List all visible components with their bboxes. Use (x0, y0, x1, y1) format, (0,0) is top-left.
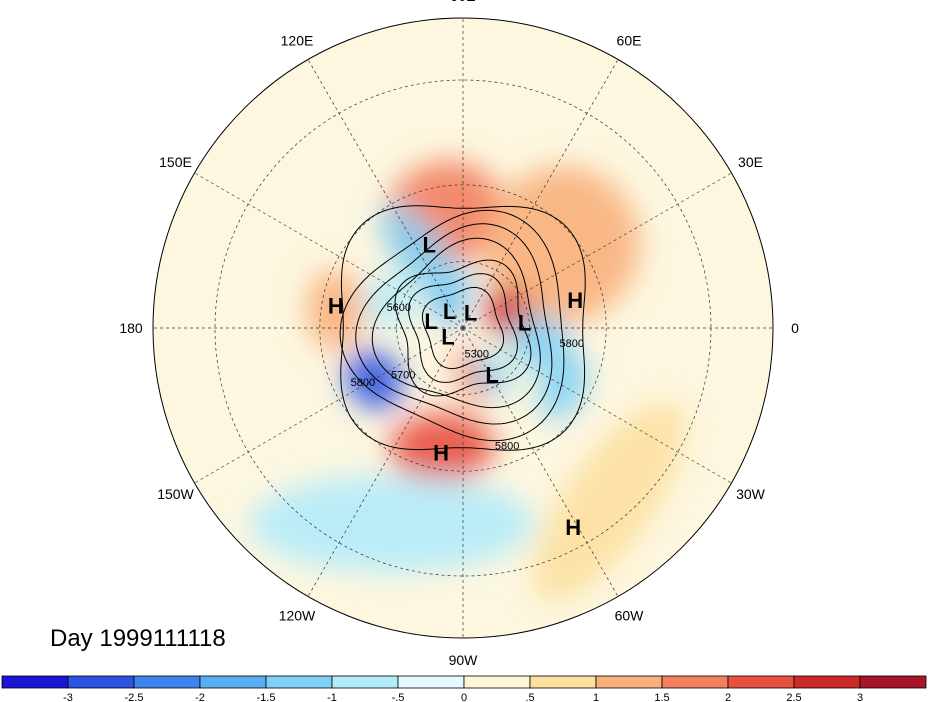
high-pressure-marker: H (328, 294, 344, 319)
longitude-label: 180 (119, 320, 143, 336)
colorbar-swatch (463, 675, 531, 689)
meridian-line (307, 59, 464, 329)
map-disk-outline (152, 17, 774, 639)
colorbar-label: -2 (195, 692, 205, 702)
longitude-label: 90E (451, 0, 476, 4)
colorbar-swatch (199, 675, 267, 689)
contour-labels: 5600 5300 5700 5800 5800 5800 (351, 302, 584, 453)
colorbar-label: 0 (461, 692, 467, 702)
low-pressure-marker: L (422, 232, 435, 257)
low-pressure-marker: L (464, 300, 477, 325)
contour-label: 5800 (495, 440, 519, 452)
longitude-label: 150E (159, 154, 192, 170)
height-contour (339, 209, 565, 442)
colorbar-label: -1 (327, 692, 337, 702)
colorbar-label: -2.5 (125, 692, 144, 702)
meridian-line (462, 59, 619, 329)
graticule (153, 18, 773, 638)
longitude-label: 60W (615, 608, 645, 624)
height-contours (339, 205, 586, 451)
anomaly-blob (483, 166, 640, 324)
contour-label: 5800 (559, 338, 583, 350)
colorbar-swatch (859, 675, 927, 689)
colorbar-label: .5 (525, 692, 534, 702)
colorbar-swatch (595, 675, 663, 689)
anomaly-blob (532, 402, 686, 602)
height-contour (421, 286, 505, 370)
meridian-line (194, 172, 464, 329)
low-pressure-marker: L (441, 325, 454, 350)
meridian-line (307, 327, 464, 597)
anomaly-blob (389, 413, 495, 482)
colorbar-swatch (331, 675, 399, 689)
low-pressure-marker: L (485, 363, 498, 388)
colorbar-swatch (661, 675, 729, 689)
anomaly-blob (474, 354, 511, 395)
colorbar-label: -1.5 (257, 692, 276, 702)
colorbar-swatch (529, 675, 597, 689)
contour-label: 5800 (351, 377, 375, 389)
meridian-line (462, 172, 732, 329)
contour-label: 5300 (465, 349, 489, 361)
height-contour (371, 237, 541, 409)
anomaly-blob (425, 269, 474, 314)
colorbar: -3 -2.5 -2 -1.5 -1 -.5 0 .5 1 1.5 2 2.5 3 (1, 675, 927, 702)
colorbar-label: 3 (857, 692, 863, 702)
colorbar-label: 2.5 (786, 692, 801, 702)
colorbar-label: 2 (725, 692, 731, 702)
colorbar-swatch (265, 675, 333, 689)
colorbar-swatch (727, 675, 795, 689)
low-pressure-marker: L (443, 299, 456, 324)
longitude-label: 30W (736, 486, 766, 502)
height-contour (408, 273, 518, 383)
colorbar-label: 1.5 (654, 692, 669, 702)
map-title: Day 1999111118 (50, 625, 226, 652)
contour-label: 5700 (391, 369, 415, 381)
colorbar-swatch (397, 675, 465, 689)
high-pressure-marker: H (565, 515, 581, 540)
anomaly-blob (249, 474, 535, 573)
anomaly-blob (306, 269, 365, 351)
longitude-label: 150W (157, 486, 194, 502)
colorbar-swatch (133, 675, 201, 689)
anomaly-blob (364, 274, 415, 329)
colorbar-label: -.5 (392, 692, 405, 702)
colorbar-label: 1 (593, 692, 599, 702)
colorbar-swatch (67, 675, 135, 689)
latitude-circle (319, 184, 607, 472)
contour-label: 5600 (387, 302, 411, 314)
meridian-line (462, 327, 732, 484)
height-contour (355, 223, 553, 425)
low-pressure-marker: L (424, 309, 437, 334)
longitude-label: 60E (617, 32, 642, 48)
height-contour (340, 205, 586, 451)
low-pressure-marker: L (518, 311, 531, 336)
anomaly-blob (435, 296, 464, 325)
colorbar-label: -3 (63, 692, 73, 702)
longitude-labels: 90E 60E 30E 0 30W 60W 90W 120W 150W 180 150E 120E (119, 0, 799, 668)
height-contour (394, 259, 532, 397)
longitude-label: 90W (449, 652, 479, 668)
longitude-label: 30E (738, 154, 763, 170)
longitude-label: 120W (279, 608, 316, 624)
longitude-label: 0 (791, 320, 799, 336)
high-pressure-marker: H (433, 440, 449, 465)
meridian-line (462, 327, 619, 597)
meridian-line (194, 327, 464, 484)
longitude-label: 120E (281, 32, 314, 48)
colorbar-swatch (793, 675, 861, 689)
high-pressure-marker: H (567, 288, 583, 313)
colorbar-swatch (1, 675, 69, 689)
